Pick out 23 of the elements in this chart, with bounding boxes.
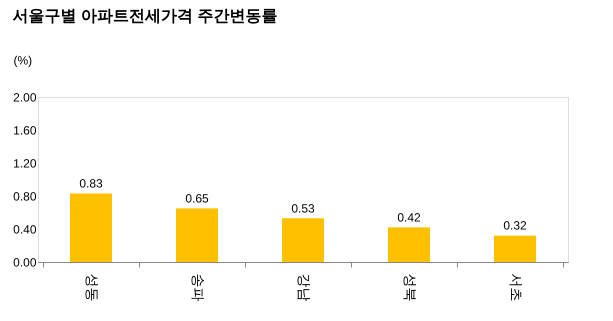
data-label: 0.42 — [397, 210, 421, 224]
data-label: 0.65 — [185, 191, 209, 206]
y-tick-label: 0.00 — [13, 256, 37, 270]
x-tick-label: 강남 — [296, 274, 312, 302]
bar — [494, 236, 536, 262]
y-tick-label: 2.00 — [13, 90, 37, 104]
y-axis-title: (%) — [14, 54, 32, 68]
chart-title: 서울구별 아파트전세가격 주간변동률 — [12, 8, 278, 25]
data-label: 0.83 — [79, 176, 103, 191]
y-tick-label: 1.20 — [13, 156, 37, 170]
bar — [70, 194, 112, 262]
y-tick-label: 0.80 — [13, 190, 37, 204]
y-tick-label: 0.40 — [13, 222, 37, 236]
x-tick-label: 서초 — [508, 274, 524, 302]
x-tick-label: 성동 — [84, 274, 100, 302]
data-label: 0.53 — [291, 201, 315, 216]
bar — [282, 218, 324, 262]
x-tick-label: 송파 — [190, 274, 206, 302]
bar — [176, 208, 218, 262]
data-label: 0.32 — [503, 218, 527, 233]
y-tick-label: 1.60 — [13, 124, 37, 138]
x-tick-label: 성북 — [402, 274, 418, 302]
bar — [388, 227, 430, 262]
